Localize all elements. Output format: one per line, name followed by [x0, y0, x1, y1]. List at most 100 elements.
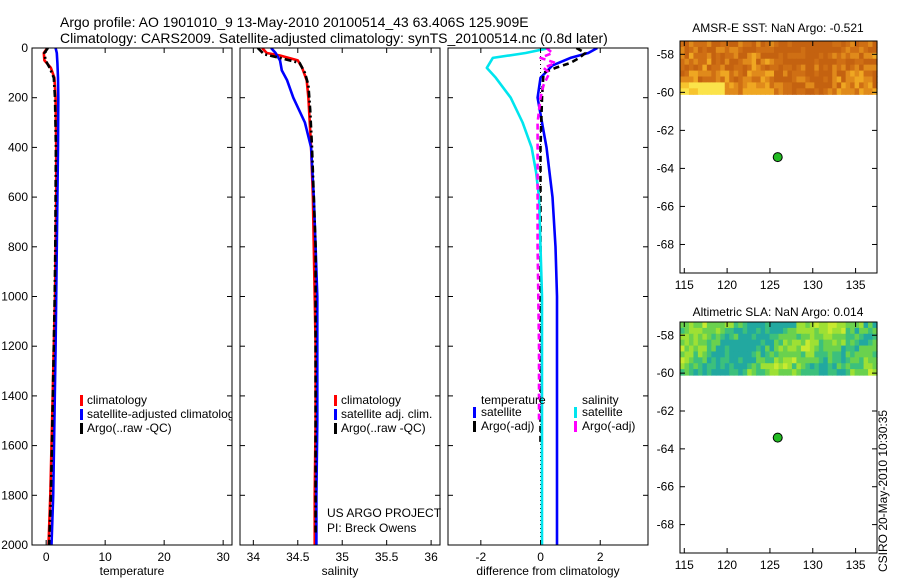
sla_map-cell	[832, 345, 838, 353]
sla_map-cell	[850, 351, 856, 358]
sst_map-cell	[729, 52, 735, 60]
sla_map-cell	[715, 322, 721, 329]
legend-label: satellite-adjusted climatology	[87, 407, 240, 421]
sla_map-cell	[868, 363, 874, 370]
sla_map-cell	[814, 351, 820, 358]
sla_map-cell	[814, 322, 820, 329]
sla_map-cell	[720, 363, 726, 370]
sst_map-cell	[868, 76, 874, 84]
sst_map-cell	[778, 58, 784, 66]
sla_map-cell	[787, 322, 793, 329]
sla_map-cell	[684, 369, 690, 376]
sst_map-cell	[769, 41, 775, 48]
sla_map-cell	[706, 357, 712, 364]
sla_map-panel: 115 120 125 130 135 -58 -60 -62 -64 -66 -68 Altimet…	[657, 305, 878, 572]
temperature-ytick-label: 1000	[1, 290, 28, 304]
sst_map-cell	[756, 70, 762, 78]
sst_map-cell	[769, 64, 775, 72]
sst_map-cell	[724, 70, 730, 78]
sst_map-cell	[787, 82, 793, 89]
sla_map-cell	[688, 327, 695, 335]
sst_map-cell	[845, 52, 851, 60]
sst_map-cell	[845, 70, 851, 78]
sst_map-cell	[800, 52, 806, 60]
sla_map-cell	[747, 339, 753, 347]
sst_map-cell	[796, 58, 802, 66]
sla_map-cell	[697, 333, 703, 341]
sst_map-cell	[863, 41, 869, 48]
sst_map-cell	[765, 46, 771, 54]
sst_map-cell	[814, 82, 820, 89]
sla_map-cell	[796, 333, 802, 341]
sst_map-cell	[693, 46, 699, 54]
sla_map-cell	[863, 345, 869, 353]
sst_map-cell	[809, 64, 815, 72]
sla_map-cell	[760, 333, 766, 341]
sst_map-cell	[738, 82, 744, 89]
sst_map-cell	[805, 88, 811, 95]
sla_map-cell	[715, 369, 721, 376]
sla_map-cell	[868, 351, 874, 358]
sst_map-cell	[751, 82, 757, 89]
sla_map-cell	[765, 333, 771, 341]
sst_map-cell	[868, 64, 874, 72]
difference-xtick-label: -2	[475, 550, 486, 564]
sla_map-cell	[841, 369, 847, 376]
sst_map-cell	[711, 46, 717, 54]
sla_map-cell	[845, 327, 851, 335]
sst_map-cell	[796, 52, 802, 60]
temperature-xtick-label: 0	[43, 550, 50, 564]
sla_map-cell	[720, 322, 726, 329]
sst_map-cell	[782, 70, 789, 78]
sst_map-cell	[872, 52, 878, 60]
sla_map-cell	[868, 369, 874, 376]
sla_map-xtick-label: 135	[846, 558, 866, 572]
sst_map-cell	[818, 76, 824, 84]
sst_map-cell	[693, 41, 699, 48]
sla_map-cell	[774, 363, 780, 370]
sla_map-cell	[742, 363, 748, 370]
sst_map-cell	[787, 64, 793, 72]
sst_map-cell	[733, 41, 739, 48]
sst_map-cell	[805, 70, 811, 78]
sst_map-cell	[827, 88, 833, 95]
sst_map-cell	[845, 58, 851, 66]
sla_map-cell	[769, 339, 775, 347]
sst_map-cell	[756, 52, 762, 60]
sst_map-cell	[845, 76, 851, 84]
sla_map-cell	[832, 363, 838, 370]
sst_map-cell	[684, 46, 690, 54]
sla_map-cell	[688, 363, 695, 370]
sst_map-cell	[774, 76, 780, 84]
sla_map-cell	[872, 369, 878, 376]
sla_map-cell	[850, 322, 856, 329]
sla_map-cell	[818, 327, 824, 335]
sst_map-cell	[832, 58, 838, 66]
sst_map-cell	[868, 46, 874, 54]
sla_map-cell	[724, 369, 730, 376]
sla_map-cell	[688, 339, 695, 347]
sst_map-cell	[787, 88, 793, 95]
sst_map-cell	[787, 41, 793, 48]
sst_map-cell	[782, 88, 789, 95]
sst_map-cell	[684, 41, 690, 48]
sla_map-cell	[760, 345, 766, 353]
sst_map-cell	[738, 41, 744, 48]
sst_map-cell	[800, 46, 806, 54]
sla_map-cell	[859, 339, 865, 347]
legend-swatch	[334, 409, 337, 420]
sla_map-cell	[751, 369, 757, 376]
sla_map-cell	[814, 357, 820, 364]
sla_map-cell	[787, 327, 793, 335]
sla_map-cell	[854, 333, 860, 341]
sst_map-cell	[814, 64, 820, 72]
temperature-ytick-label: 2000	[1, 538, 28, 552]
sst_map-cell	[850, 58, 856, 66]
sst_map-cell	[836, 64, 842, 72]
sst_map-cell	[850, 46, 856, 54]
sst_map-cell	[809, 70, 815, 78]
sla_map-cell	[791, 351, 798, 358]
sla_map-cell	[872, 339, 878, 347]
sst_map-cell	[814, 58, 820, 66]
sst_map-cell	[747, 46, 753, 54]
